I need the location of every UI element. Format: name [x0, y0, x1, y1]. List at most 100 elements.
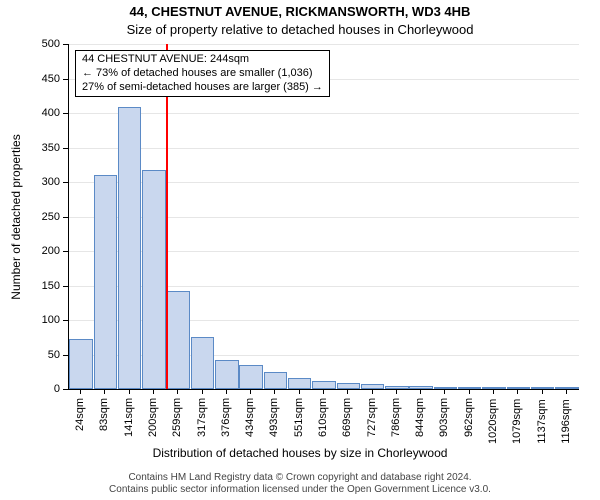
y-tick: [63, 251, 68, 252]
y-tick: [63, 286, 68, 287]
x-tick: [153, 389, 154, 394]
x-tick-label: 83sqm: [98, 399, 110, 431]
x-tick: [566, 389, 567, 394]
annotation-line3: 27% of semi-detached houses are larger (…: [82, 81, 323, 95]
histogram-bar: [361, 384, 384, 389]
x-tick-label: 317sqm: [196, 399, 208, 437]
histogram-bar: [337, 383, 360, 389]
x-tick-label: 1137sqm: [536, 399, 548, 444]
plot-area: 44 CHESTNUT AVENUE: 244sqm← 73% of detac…: [68, 44, 579, 390]
y-tick-label: 250: [34, 211, 60, 223]
x-tick-label: 141sqm: [123, 399, 135, 437]
y-tick-label: 500: [34, 38, 60, 50]
x-tick: [177, 389, 178, 394]
x-tick: [542, 389, 543, 394]
x-tick-label: 551sqm: [293, 399, 305, 437]
y-tick-label: 50: [34, 349, 60, 361]
y-tick: [63, 389, 68, 390]
x-tick-label: 259sqm: [171, 399, 183, 437]
y-tick-label: 0: [34, 383, 60, 395]
x-tick-label: 24sqm: [74, 399, 86, 431]
annotation-box: 44 CHESTNUT AVENUE: 244sqm← 73% of detac…: [75, 50, 330, 97]
histogram-bar: [69, 339, 92, 389]
histogram-bar: [239, 365, 262, 389]
histogram-bar: [409, 386, 432, 389]
x-tick: [517, 389, 518, 394]
histogram-bar: [215, 360, 238, 389]
y-tick: [63, 44, 68, 45]
x-tick: [80, 389, 81, 394]
x-tick-label: 610sqm: [317, 399, 329, 437]
footer-line2: Contains public sector information licen…: [0, 484, 600, 496]
y-tick: [63, 217, 68, 218]
gridline: [69, 148, 579, 149]
histogram-bar: [458, 387, 481, 389]
histogram-bar: [264, 372, 287, 389]
x-tick-label: 493sqm: [268, 399, 280, 437]
histogram-bar: [312, 381, 335, 389]
y-tick: [63, 182, 68, 183]
x-tick-label: 903sqm: [438, 399, 450, 437]
footer-line1: Contains HM Land Registry data © Crown c…: [0, 472, 600, 484]
chart-title-line1: 44, CHESTNUT AVENUE, RICKMANSWORTH, WD3 …: [0, 4, 600, 19]
x-tick-label: 962sqm: [463, 399, 475, 437]
x-tick: [202, 389, 203, 394]
x-tick-label: 844sqm: [414, 399, 426, 437]
y-tick-label: 400: [34, 107, 60, 119]
histogram-bar: [94, 175, 117, 389]
histogram-bar: [531, 387, 554, 389]
y-tick: [63, 148, 68, 149]
x-tick-label: 669sqm: [341, 399, 353, 437]
x-tick: [274, 389, 275, 394]
y-tick-label: 350: [34, 142, 60, 154]
chart-container: 44, CHESTNUT AVENUE, RICKMANSWORTH, WD3 …: [0, 0, 600, 500]
histogram-bar: [507, 387, 530, 389]
x-tick: [299, 389, 300, 394]
x-tick-label: 376sqm: [220, 399, 232, 437]
chart-title-line2: Size of property relative to detached ho…: [0, 22, 600, 37]
x-tick: [396, 389, 397, 394]
x-tick: [444, 389, 445, 394]
gridline: [69, 113, 579, 114]
y-tick-label: 100: [34, 314, 60, 326]
histogram-bar: [167, 291, 190, 389]
y-tick: [63, 79, 68, 80]
histogram-bar: [385, 386, 408, 389]
histogram-bar: [142, 170, 165, 389]
y-tick-label: 200: [34, 245, 60, 257]
x-tick-label: 200sqm: [147, 399, 159, 437]
histogram-bar: [118, 107, 141, 389]
x-tick-label: 1079sqm: [511, 399, 523, 444]
y-tick: [63, 320, 68, 321]
x-tick-label: 1020sqm: [487, 399, 499, 444]
gridline: [69, 44, 579, 45]
x-tick-label: 434sqm: [244, 399, 256, 437]
x-tick-label: 727sqm: [366, 399, 378, 437]
x-tick: [493, 389, 494, 394]
x-tick: [372, 389, 373, 394]
x-axis-label: Distribution of detached houses by size …: [0, 446, 600, 460]
histogram-bar: [434, 387, 457, 389]
histogram-bar: [288, 378, 311, 389]
x-tick: [226, 389, 227, 394]
y-tick-label: 450: [34, 73, 60, 85]
annotation-line2: ← 73% of detached houses are smaller (1,…: [82, 67, 323, 81]
x-tick: [347, 389, 348, 394]
y-tick-label: 150: [34, 280, 60, 292]
y-tick: [63, 113, 68, 114]
x-tick: [420, 389, 421, 394]
x-tick-label: 1196sqm: [560, 399, 572, 444]
x-tick: [250, 389, 251, 394]
x-tick: [129, 389, 130, 394]
footer-attribution: Contains HM Land Registry data © Crown c…: [0, 472, 600, 496]
y-tick: [63, 355, 68, 356]
x-tick: [323, 389, 324, 394]
y-tick-label: 300: [34, 176, 60, 188]
histogram-bar: [191, 337, 214, 389]
x-tick-label: 786sqm: [390, 399, 402, 437]
annotation-line1: 44 CHESTNUT AVENUE: 244sqm: [82, 53, 323, 67]
x-tick: [104, 389, 105, 394]
x-tick: [469, 389, 470, 394]
histogram-bar: [555, 387, 578, 389]
y-axis-label: Number of detached properties: [9, 134, 23, 299]
